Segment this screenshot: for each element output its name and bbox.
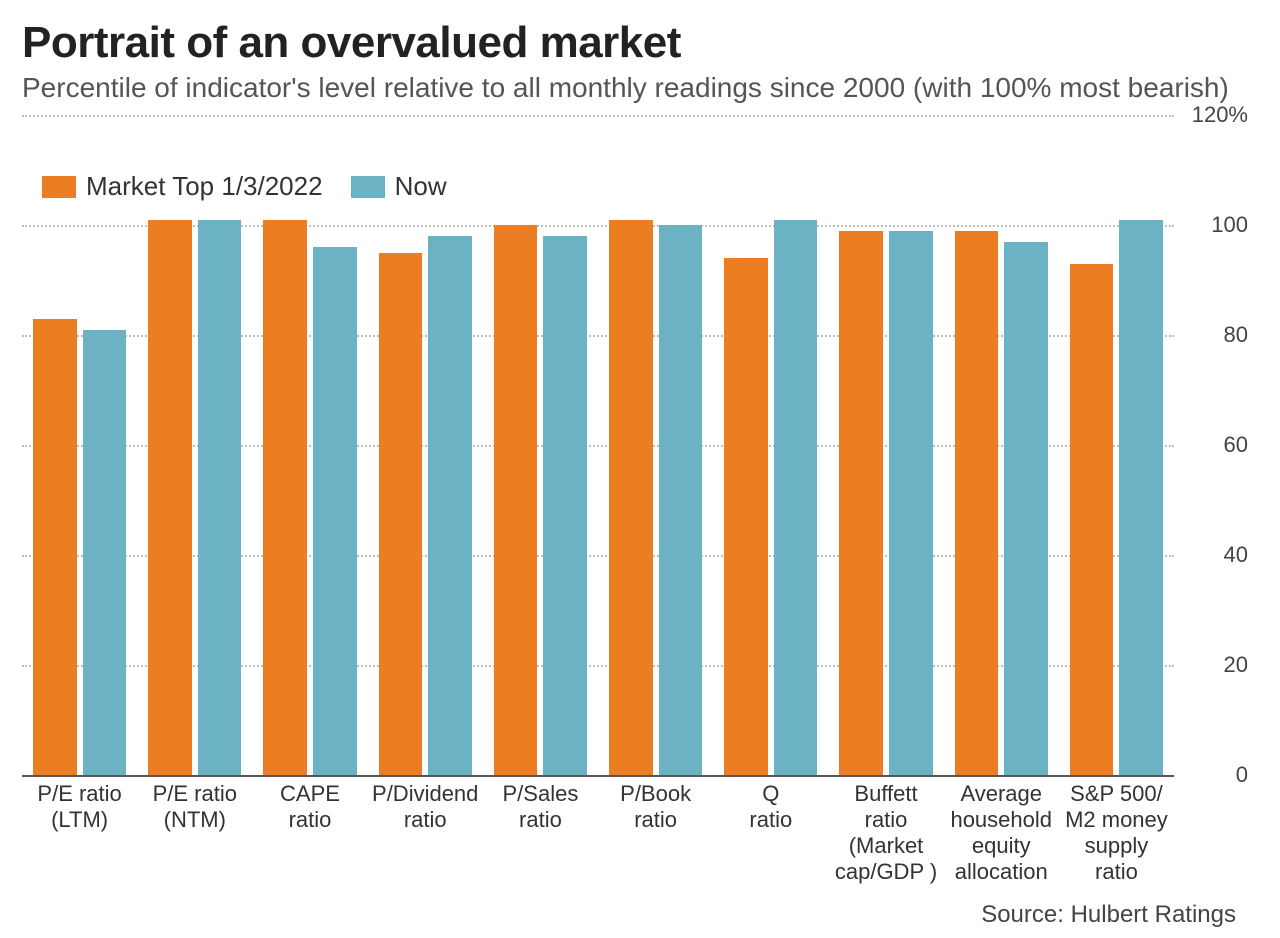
legend-swatch xyxy=(351,176,385,198)
bar-group xyxy=(828,115,943,775)
bar xyxy=(313,247,357,775)
legend-entry: Now xyxy=(351,171,447,202)
legend: Market Top 1/3/2022 Now xyxy=(42,171,447,202)
bar xyxy=(543,236,587,775)
bar xyxy=(609,220,653,776)
y-axis: 020406080100120% xyxy=(1178,115,1248,775)
bar xyxy=(198,220,242,776)
chart-subtitle: Percentile of indicator's level relative… xyxy=(22,70,1244,105)
legend-label: Now xyxy=(395,171,447,202)
bar-group xyxy=(598,115,713,775)
legend-swatch xyxy=(42,176,76,198)
bar xyxy=(428,236,472,775)
bar xyxy=(1070,264,1114,776)
x-tick-label: P/E ratio (NTM) xyxy=(137,781,252,885)
chart-plot-area: Market Top 1/3/2022Now 020406080100120% xyxy=(22,115,1244,775)
chart-title: Portrait of an overvalued market xyxy=(22,18,1244,68)
y-tick-label: 0 xyxy=(1236,762,1248,788)
bar xyxy=(83,330,127,776)
bar xyxy=(724,258,768,775)
x-tick-label: P/E ratio (LTM) xyxy=(22,781,137,885)
bar-group xyxy=(22,115,137,775)
y-tick-label: 100 xyxy=(1211,212,1248,238)
bar xyxy=(774,220,818,776)
y-tick-label: 60 xyxy=(1224,432,1248,458)
bar-group xyxy=(483,115,598,775)
bar xyxy=(379,253,423,776)
y-tick-label: 20 xyxy=(1224,652,1248,678)
bar xyxy=(494,225,538,775)
x-axis-labels: P/E ratio (LTM)P/E ratio (NTM)CAPE ratio… xyxy=(22,781,1174,885)
x-tick-label: Average household equity allocation xyxy=(944,781,1059,885)
bar xyxy=(148,220,192,776)
bars xyxy=(22,115,1174,775)
y-tick-label: 40 xyxy=(1224,542,1248,568)
bar xyxy=(263,220,307,776)
bar-group xyxy=(137,115,252,775)
axis-baseline xyxy=(22,775,1174,777)
x-tick-label: P/Dividend ratio xyxy=(368,781,483,885)
legend-entry: Market Top 1/3/2022 xyxy=(42,171,323,202)
bar xyxy=(955,231,999,776)
bar xyxy=(33,319,77,776)
x-tick-label: S&P 500/ M2 money supply ratio xyxy=(1059,781,1174,885)
bar xyxy=(659,225,703,775)
x-tick-label: P/Book ratio xyxy=(598,781,713,885)
source-attribution: Source: Hulbert Ratings xyxy=(22,901,1236,929)
chart-container: Portrait of an overvalued market Percent… xyxy=(0,0,1280,938)
legend-label: Market Top 1/3/2022 xyxy=(86,171,323,202)
bar-group xyxy=(1059,115,1174,775)
bar-group xyxy=(368,115,483,775)
bar-group xyxy=(944,115,1059,775)
bar-group xyxy=(713,115,828,775)
x-tick-label: P/Sales ratio xyxy=(483,781,598,885)
x-tick-label: CAPE ratio xyxy=(252,781,367,885)
x-tick-label: Buffett ratio (Market cap/GDP ) xyxy=(828,781,943,885)
bar xyxy=(839,231,883,776)
y-tick-label: 120% xyxy=(1192,102,1248,128)
bar xyxy=(889,231,933,776)
bar-group xyxy=(252,115,367,775)
x-tick-label: Q ratio xyxy=(713,781,828,885)
bar xyxy=(1119,220,1163,776)
bar xyxy=(1004,242,1048,776)
y-tick-label: 80 xyxy=(1224,322,1248,348)
